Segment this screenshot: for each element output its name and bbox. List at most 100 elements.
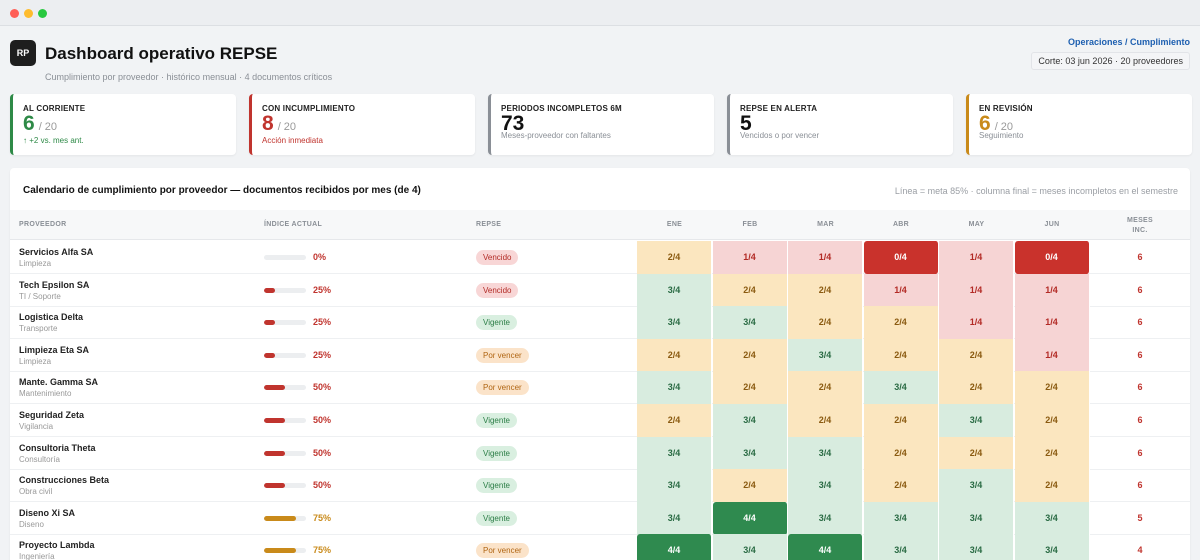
table-row[interactable]: Servicios Alfa SA Limpieza 0% Vencido 2/4 1/4…	[10, 241, 1190, 274]
month-cell[interactable]: 2/4	[788, 273, 863, 307]
provider-name[interactable]: Construcciones Beta	[19, 475, 110, 486]
month-cell[interactable]: 1/4	[939, 241, 1014, 274]
month-cell[interactable]: 2/4	[863, 306, 939, 340]
month-cell[interactable]: 1/4	[788, 241, 863, 274]
month-cell[interactable]: 2/4	[712, 371, 788, 405]
month-cell[interactable]: 3/4	[939, 501, 1014, 535]
month-cell[interactable]: 2/4	[1014, 371, 1090, 405]
month-cell[interactable]: 2/4	[939, 338, 1014, 372]
month-cell[interactable]: 3/4	[939, 534, 1014, 560]
col-header-month[interactable]: MAY	[968, 221, 985, 228]
table-row[interactable]: Diseno Xi SA Diseno 75% Vigente 3/4 4/4 3/4 3/4…	[10, 501, 1190, 535]
breadcrumb[interactable]: Operaciones / Cumplimiento	[1067, 37, 1190, 47]
kpi-card[interactable]: EN REVISIÓN 6/ 20 Seguimiento	[966, 94, 1192, 155]
month-cell[interactable]: 2/4	[1014, 469, 1090, 503]
col-header-month[interactable]: FEB	[742, 221, 758, 228]
col-header-month[interactable]: ABR	[892, 221, 910, 228]
month-cell[interactable]: 3/4	[863, 371, 939, 405]
table-row[interactable]: Limpieza Eta SA Limpieza 25% Por vencer 2/4 2…	[10, 338, 1190, 372]
month-cell[interactable]: 3/4	[637, 371, 712, 405]
month-cell[interactable]: 2/4	[712, 273, 788, 307]
month-cell[interactable]: 1/4	[863, 273, 939, 307]
kpi-card[interactable]: PERIODOS INCOMPLETOS 6M 73 Meses-proveedor…	[488, 94, 714, 155]
month-cell[interactable]: 2/4	[637, 338, 712, 372]
month-cell[interactable]: 3/4	[863, 501, 939, 535]
month-cell[interactable]: 3/4	[637, 436, 712, 470]
month-cell[interactable]: 3/4	[712, 436, 788, 470]
month-cell[interactable]: 4/4	[637, 534, 712, 560]
month-cell[interactable]: 3/4	[1014, 501, 1090, 535]
table-row[interactable]: Tech Epsilon SA TI / Soporte 25% Vencido 3/4…	[10, 273, 1190, 307]
month-cell[interactable]: 4/4	[712, 501, 788, 535]
provider-name[interactable]: Diseno Xi SA	[19, 507, 76, 518]
provider-name[interactable]: Mante. Gamma SA	[19, 377, 99, 388]
month-cell[interactable]: 1/4	[939, 273, 1014, 307]
month-cell[interactable]: 2/4	[939, 436, 1014, 470]
month-cell[interactable]: 3/4	[863, 534, 939, 560]
month-cell[interactable]: 3/4	[788, 436, 863, 470]
month-cell[interactable]: 0/4	[863, 241, 939, 274]
month-cell[interactable]: 1/4	[712, 241, 788, 274]
month-cell[interactable]: 2/4	[788, 306, 863, 340]
provider-name[interactable]: Servicios Alfa SA	[19, 247, 94, 257]
month-cell[interactable]: 3/4	[712, 534, 788, 560]
table-row[interactable]: Seguridad Zeta Vigilancia 50% Vigente 2/4 3/4…	[10, 404, 1190, 437]
col-header-indice[interactable]: ÍNDICE ACTUAL	[264, 221, 323, 228]
month-cell[interactable]: 2/4	[788, 371, 863, 405]
month-cell[interactable]: 3/4	[637, 501, 712, 535]
month-cell[interactable]: 2/4	[788, 404, 863, 437]
month-cell[interactable]: 3/4	[712, 306, 788, 340]
provider-name[interactable]: Seguridad Zeta	[19, 410, 85, 420]
col-header-month[interactable]: ENE	[666, 221, 683, 228]
table-row[interactable]: Consultoria Theta Consultoría 50% Vigente 3/…	[10, 436, 1190, 470]
month-cell[interactable]: 2/4	[637, 241, 712, 274]
month-cell[interactable]: 2/4	[1014, 404, 1090, 437]
month-cell[interactable]: 3/4	[939, 469, 1014, 503]
month-cell[interactable]: 2/4	[939, 371, 1014, 405]
month-cell[interactable]: 3/4	[637, 469, 712, 503]
month-cell[interactable]: 3/4	[788, 338, 863, 372]
col-header-repse[interactable]: REPSE	[476, 221, 502, 228]
minimize-window-button[interactable]	[24, 9, 33, 18]
col-header-proveedor[interactable]: PROVEEDOR	[19, 221, 67, 228]
col-header-month[interactable]: JUN	[1044, 221, 1060, 228]
kpi-card[interactable]: CON INCUMPLIMIENTO 8/ 20 Acción inmediata	[249, 94, 475, 155]
month-cell[interactable]: 2/4	[1014, 436, 1090, 470]
provider-name[interactable]: Tech Epsilon SA	[19, 279, 90, 290]
month-cell[interactable]: 2/4	[863, 404, 939, 437]
provider-name[interactable]: Limpieza Eta SA	[19, 344, 90, 355]
month-cell[interactable]: 4/4	[788, 534, 863, 560]
month-cell[interactable]: 3/4	[1014, 534, 1090, 560]
provider-name[interactable]: Logistica Delta	[19, 312, 84, 323]
month-cell[interactable]: 0/4	[1014, 241, 1090, 274]
col-header-meses-inc[interactable]: MESES INC.	[1110, 216, 1170, 236]
cutoff-date-chip[interactable]: Corte: 03 jun 2026 · 20 proveedores	[1031, 52, 1190, 70]
month-cell[interactable]: 1/4	[1014, 273, 1090, 307]
month-cell[interactable]: 2/4	[863, 338, 939, 372]
month-cell[interactable]: 3/4	[788, 469, 863, 503]
month-cell[interactable]: 2/4	[863, 436, 939, 470]
kpi-card[interactable]: REPSE EN ALERTA 5 Vencidos o por vencer	[727, 94, 953, 155]
month-cell[interactable]: 2/4	[712, 469, 788, 503]
month-cell[interactable]: 1/4	[1014, 338, 1090, 372]
table-row[interactable]: Construcciones Beta Obra civil 50% Vigente 3…	[10, 469, 1190, 503]
month-cell[interactable]: 3/4	[939, 404, 1014, 437]
month-cell[interactable]: 2/4	[637, 404, 712, 437]
provider-name[interactable]: Proyecto Lambda	[19, 540, 95, 551]
month-cell[interactable]: 1/4	[1014, 306, 1090, 340]
provider-name[interactable]: Consultoria Theta	[19, 442, 96, 453]
maximize-window-button[interactable]	[38, 9, 47, 18]
month-cell[interactable]: 1/4	[939, 306, 1014, 340]
close-window-button[interactable]	[10, 9, 19, 18]
month-cell[interactable]: 2/4	[863, 469, 939, 503]
month-cell[interactable]: 3/4	[637, 306, 712, 340]
col-header-month[interactable]: MAR	[817, 221, 834, 228]
kpi-card[interactable]: AL CORRIENTE 6/ 20 ↑ +2 vs. mes ant.	[10, 94, 236, 155]
month-cell[interactable]: 3/4	[788, 501, 863, 535]
month-cell[interactable]: 3/4	[637, 273, 712, 307]
month-cell[interactable]: 2/4	[712, 338, 788, 372]
table-row[interactable]: Mante. Gamma SA Mantenimiento 50% Por vence…	[10, 371, 1190, 405]
table-row[interactable]: Logistica Delta Transporte 25% Vigente 3/4 3/…	[10, 306, 1190, 340]
table-row[interactable]: Proyecto Lambda Ingeniería 75% Por vencer 4/…	[10, 534, 1190, 560]
month-cell[interactable]: 3/4	[712, 404, 788, 437]
